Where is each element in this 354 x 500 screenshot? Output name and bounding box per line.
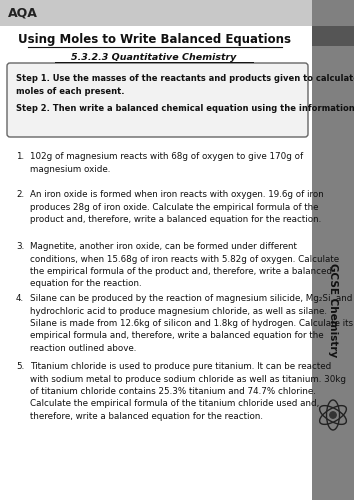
- Text: 102g of magnesium reacts with 68g of oxygen to give 170g of
magnesium oxide.: 102g of magnesium reacts with 68g of oxy…: [30, 152, 303, 174]
- Text: An iron oxide is formed when iron reacts with oxygen. 19.6g of iron
produces 28g: An iron oxide is formed when iron reacts…: [30, 190, 324, 224]
- FancyBboxPatch shape: [0, 0, 354, 26]
- Text: Step 2. Then write a balanced chemical equation using the information from step : Step 2. Then write a balanced chemical e…: [16, 104, 354, 113]
- Text: GCSE Chemistry: GCSE Chemistry: [328, 263, 338, 357]
- FancyBboxPatch shape: [312, 26, 354, 46]
- Text: Silane can be produced by the reaction of magnesium silicide, Mg₂Si, and
hydroch: Silane can be produced by the reaction o…: [30, 294, 353, 353]
- FancyBboxPatch shape: [312, 0, 354, 500]
- Text: 4.: 4.: [16, 294, 24, 303]
- Text: 2.: 2.: [16, 190, 24, 199]
- Text: Magnetite, another iron oxide, can be formed under different
conditions, when 15: Magnetite, another iron oxide, can be fo…: [30, 242, 339, 288]
- FancyBboxPatch shape: [7, 63, 308, 137]
- Text: 3.: 3.: [16, 242, 24, 251]
- Circle shape: [330, 412, 336, 418]
- Text: Titanium chloride is used to produce pure titanium. It can be reacted
with sodiu: Titanium chloride is used to produce pur…: [30, 362, 346, 421]
- Text: Step 1. Use the masses of the reactants and products given to calculate the numb: Step 1. Use the masses of the reactants …: [16, 74, 354, 96]
- Text: AQA: AQA: [8, 6, 38, 20]
- Text: 5.3.2.3 Quantitative Chemistry: 5.3.2.3 Quantitative Chemistry: [71, 52, 237, 62]
- Text: 5.: 5.: [16, 362, 24, 371]
- Text: Using Moles to Write Balanced Equations: Using Moles to Write Balanced Equations: [17, 34, 291, 46]
- Text: 1.: 1.: [16, 152, 24, 161]
